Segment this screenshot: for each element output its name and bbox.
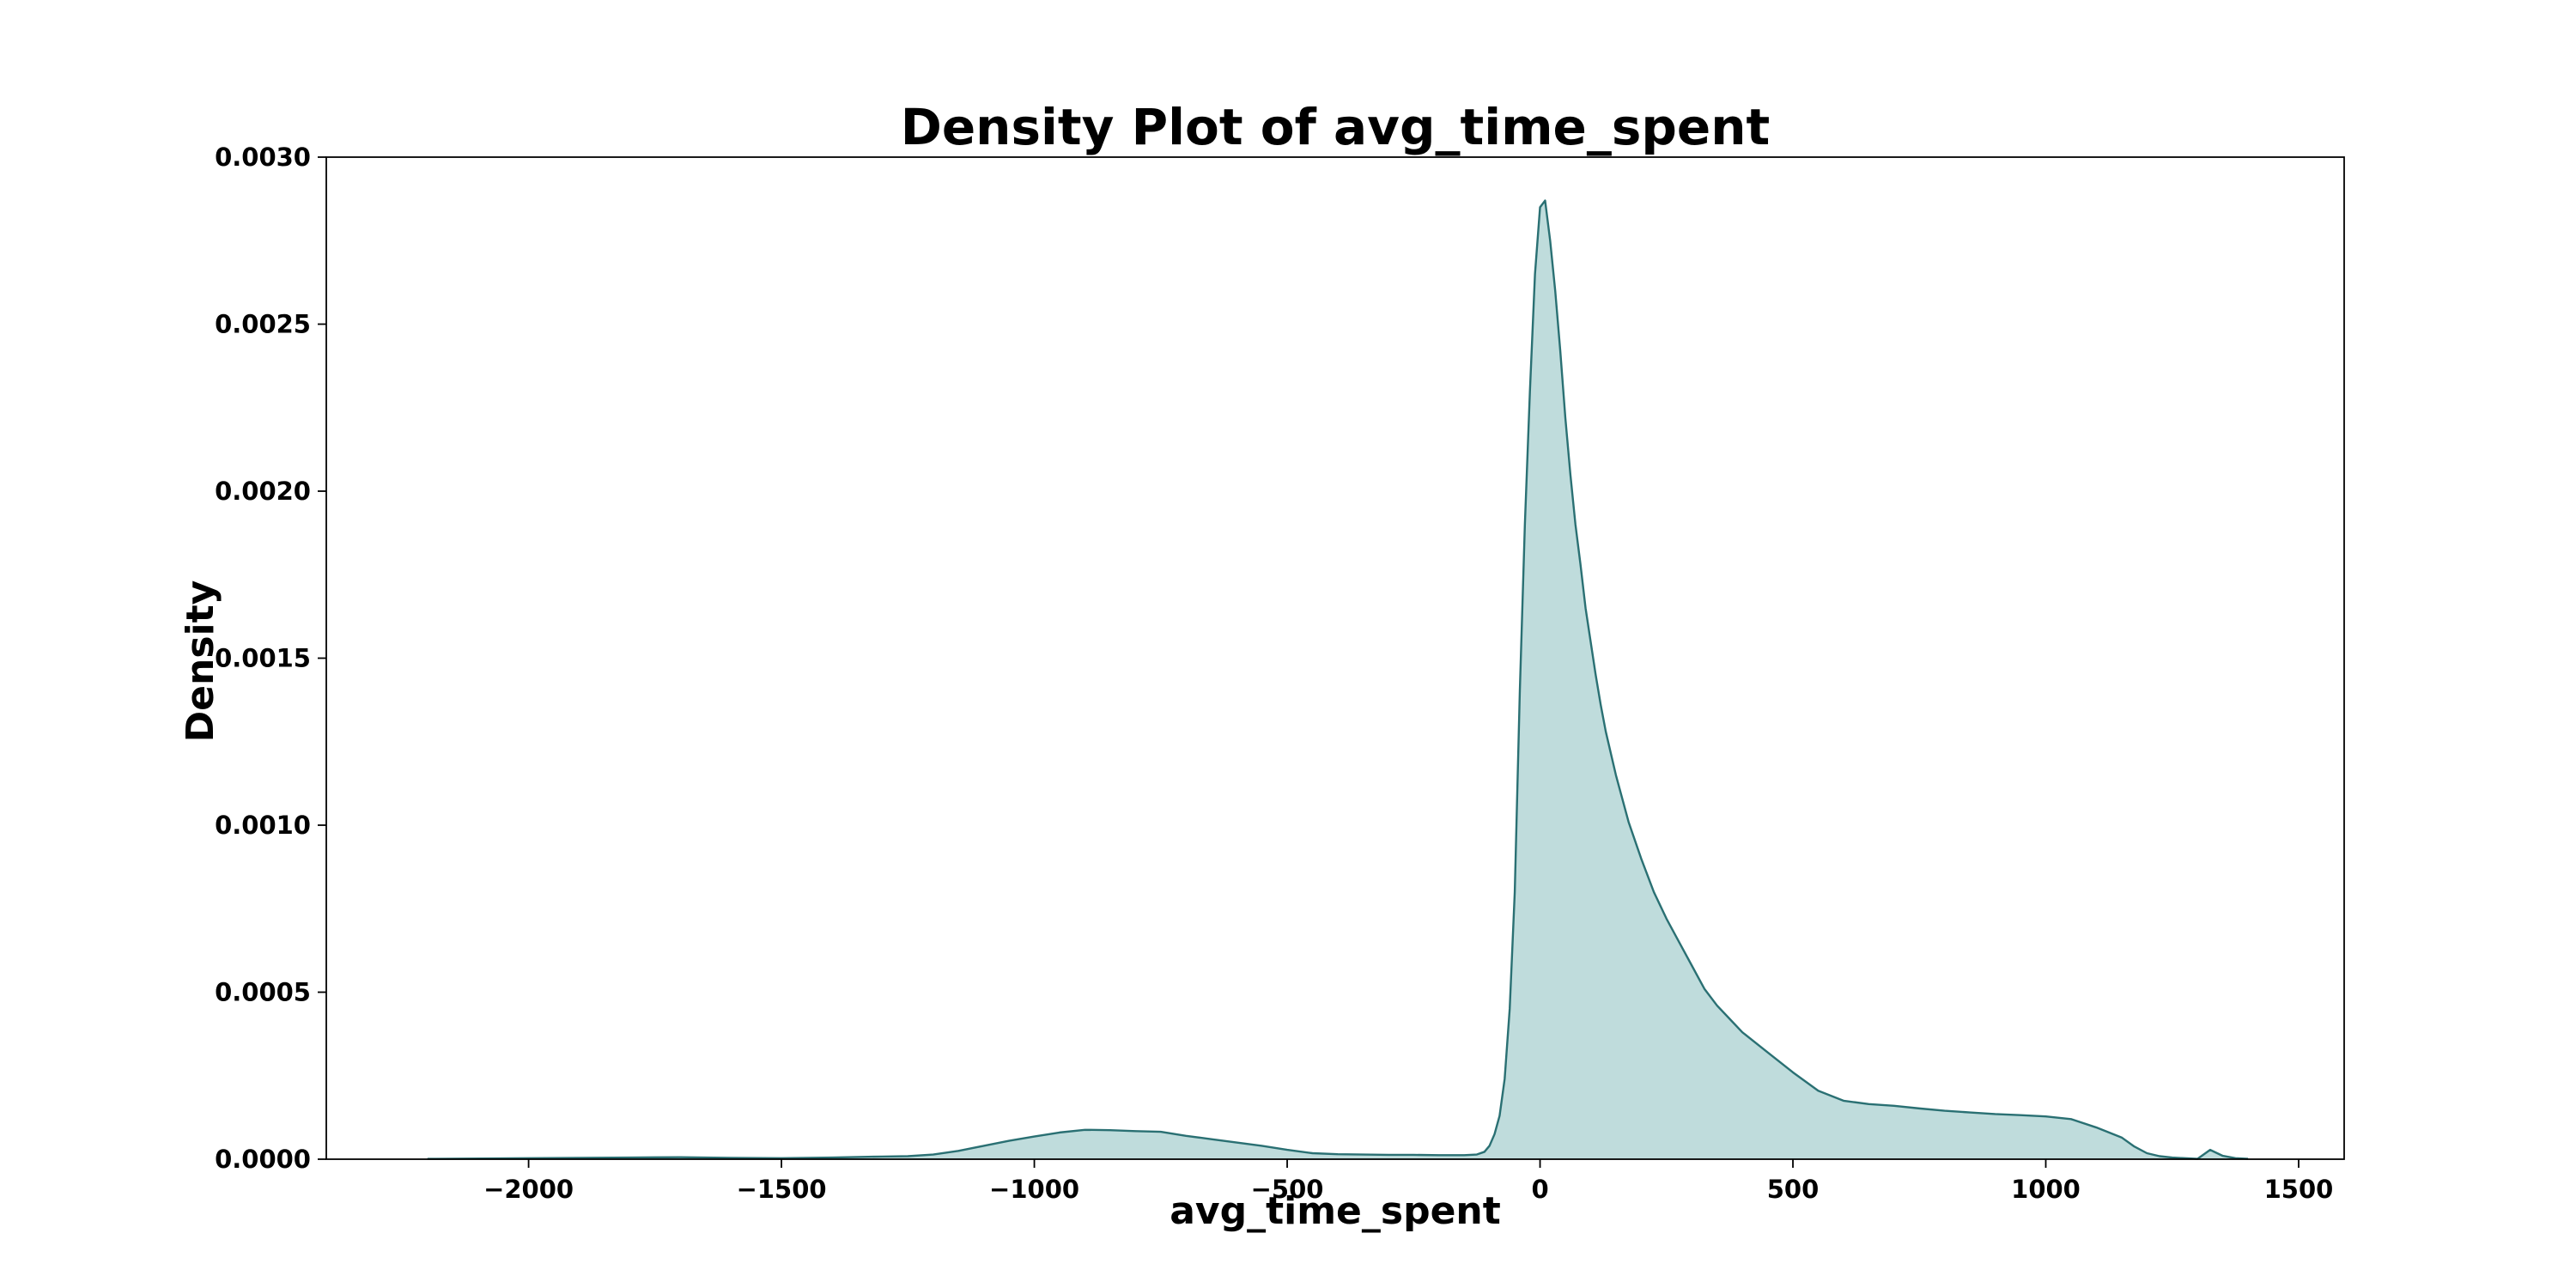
y-tick-label: 0.0015	[215, 644, 311, 673]
x-tick-label: 0	[1531, 1175, 1548, 1204]
density-line	[427, 199, 2249, 1160]
y-tick-label: 0.0005	[215, 978, 311, 1007]
x-tick-label: −1500	[737, 1175, 827, 1204]
x-tick-label: 1000	[2011, 1175, 2081, 1204]
y-tick-label: 0.0030	[215, 143, 311, 172]
x-tick-label: −2000	[483, 1175, 574, 1204]
x-tick-label: 1500	[2264, 1175, 2334, 1204]
plot-area	[427, 199, 2249, 1160]
density-area-fill	[427, 200, 2249, 1159]
x-tick-label: −500	[1251, 1175, 1324, 1204]
plot-frame	[325, 156, 2345, 1160]
x-axis: −2000 −1500 −1000 −500 0 500 1000 1500	[483, 1159, 2333, 1204]
y-tick-label: 0.0000	[215, 1145, 311, 1174]
x-tick-label: −1000	[989, 1175, 1079, 1204]
x-axis-label: avg_time_spent	[1170, 1189, 1501, 1233]
y-tick-label: 0.0020	[215, 477, 311, 506]
x-tick-label: 500	[1767, 1175, 1820, 1204]
y-axis-label: Density	[179, 580, 222, 743]
y-tick-label: 0.0010	[215, 811, 311, 840]
y-axis: 0.0000 0.0005 0.0010 0.0015 0.0020 0.0025 0.00…	[215, 143, 326, 1174]
y-tick-label: 0.0025	[215, 310, 311, 339]
chart-title: Density Plot of avg_time_spent	[901, 98, 1771, 156]
